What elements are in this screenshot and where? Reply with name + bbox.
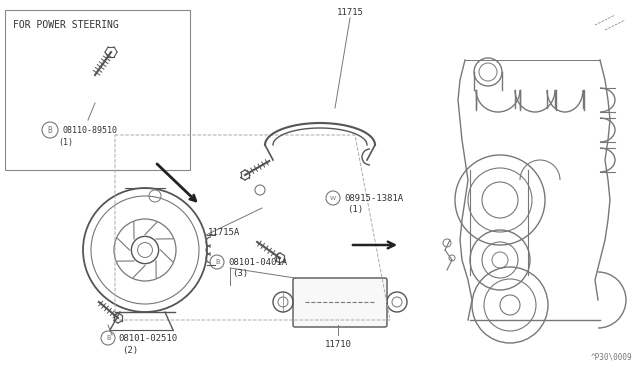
Text: (1): (1): [347, 205, 363, 214]
Text: 11715A: 11715A: [208, 228, 240, 237]
Text: B: B: [106, 335, 110, 341]
FancyBboxPatch shape: [293, 278, 387, 327]
Text: 11710: 11710: [324, 340, 351, 349]
Text: B: B: [215, 259, 219, 265]
Text: 08101-0401A: 08101-0401A: [228, 258, 287, 267]
Text: 08101-02510: 08101-02510: [118, 334, 177, 343]
Text: 08915-1381A: 08915-1381A: [344, 194, 403, 203]
Text: W: W: [330, 196, 336, 201]
Bar: [5, 10, 190, 170]
Text: (3): (3): [232, 269, 248, 278]
Text: ^P30\0009: ^P30\0009: [590, 353, 632, 362]
Text: B: B: [48, 125, 52, 135]
Text: (1): (1): [58, 138, 74, 147]
Text: (2): (2): [122, 346, 138, 355]
Text: 08110-89510: 08110-89510: [62, 126, 117, 135]
Text: FOR POWER STEERING: FOR POWER STEERING: [13, 20, 119, 30]
Text: 11715: 11715: [337, 8, 364, 17]
